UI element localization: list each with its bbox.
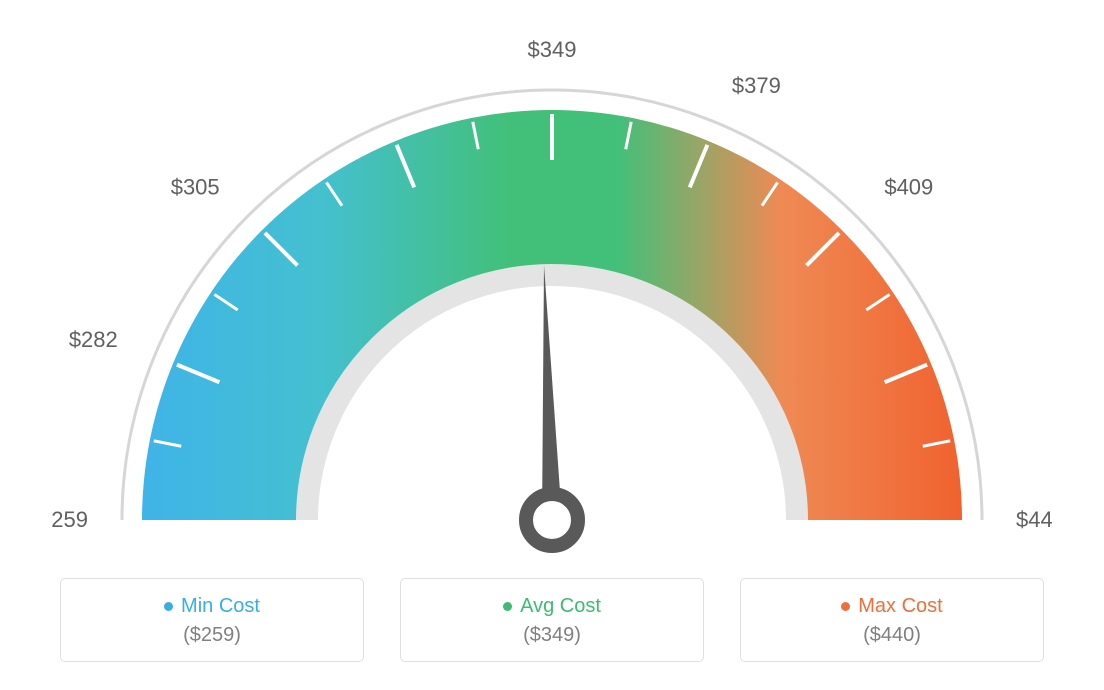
svg-text:$259: $259 [52,507,88,532]
legend-title-min: Min Cost [164,595,260,618]
legend-row: Min Cost ($259) Avg Cost ($349) Max Cost… [60,578,1044,662]
svg-text:$379: $379 [732,73,781,98]
legend-title-avg: Avg Cost [503,595,601,618]
dot-min-icon [164,602,173,611]
svg-text:$305: $305 [171,175,220,200]
legend-title-max: Max Cost [841,595,942,618]
dot-max-icon [841,602,850,611]
dot-avg-icon [503,602,512,611]
legend-card-min: Min Cost ($259) [60,578,364,662]
svg-text:$282: $282 [69,327,118,352]
legend-label-min: Min Cost [181,595,260,618]
svg-text:$409: $409 [884,175,933,200]
legend-card-avg: Avg Cost ($349) [400,578,704,662]
legend-label-max: Max Cost [858,595,942,618]
legend-value-min: ($259) [71,624,353,647]
svg-text:$440: $440 [1016,507,1052,532]
svg-text:$349: $349 [528,37,577,62]
legend-label-avg: Avg Cost [520,595,601,618]
legend-card-max: Max Cost ($440) [740,578,1044,662]
legend-value-avg: ($349) [411,624,693,647]
gauge-svg: $259 $282 $305 $349 $379 $409 $440 [52,10,1052,570]
legend-value-max: ($440) [751,624,1033,647]
cost-gauge: $259 $282 $305 $349 $379 $409 $440 [52,10,1052,570]
